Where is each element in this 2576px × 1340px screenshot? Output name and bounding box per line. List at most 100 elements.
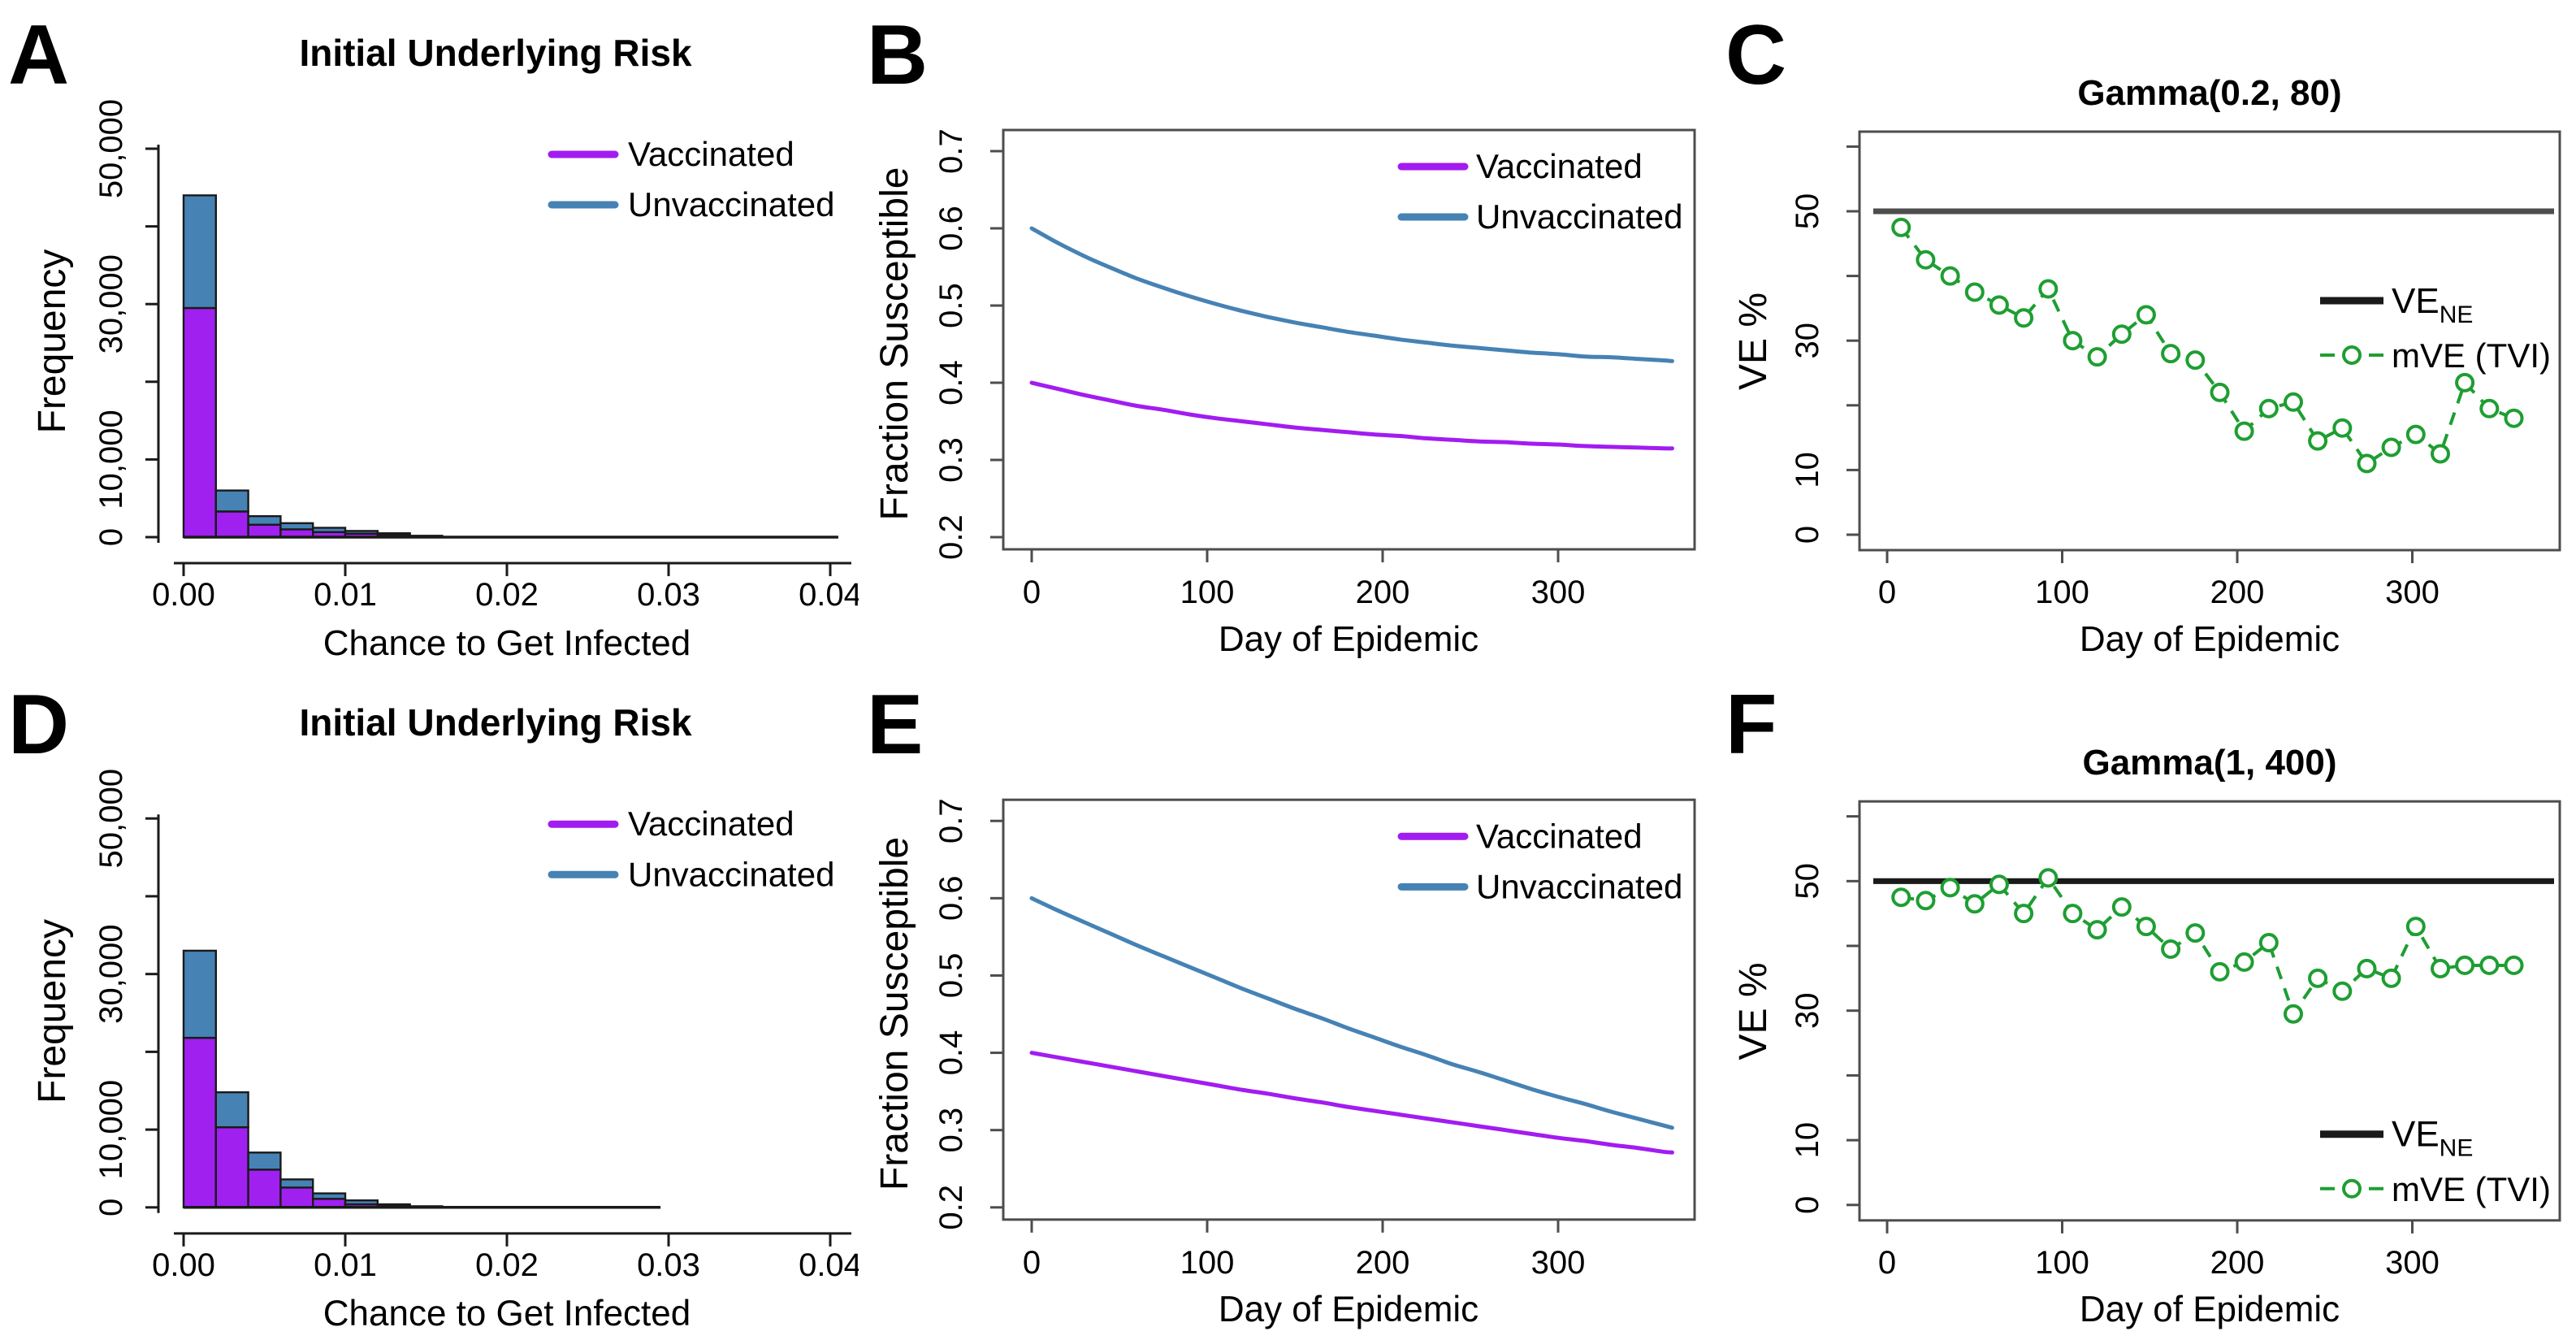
legend-label: Vaccinated — [628, 804, 794, 843]
mve-data-point — [1916, 249, 1936, 270]
panel-b-susceptible-lines: B 0.2 0.3 0.4 0.5 0.6 0.7 Fraction Susceptible… — [859, 0, 1717, 670]
x-tick-label: 0.04 — [799, 1247, 859, 1283]
legend-circle-icon — [2342, 1178, 2362, 1199]
y-axis-label: Fraction Susceptible — [873, 167, 916, 521]
y-tick-label: 10,000 — [93, 410, 129, 509]
mve-data-point — [2234, 421, 2254, 441]
y-tick-label: 0.5 — [933, 283, 969, 328]
panel-letter: F — [1725, 678, 1777, 772]
x-axis-label: Chance to Get Infected — [323, 1294, 691, 1333]
legend-label: Vaccinated — [1476, 147, 1643, 185]
y-axis-label: VE % — [1732, 293, 1775, 390]
x-tick-label: 100 — [2035, 575, 2089, 610]
legend-label-mve: mVE (TVI) — [2392, 336, 2551, 375]
mve-data-point — [1916, 891, 1936, 911]
y-tick-label: 0.7 — [933, 798, 969, 843]
mve-data-point — [1964, 282, 1985, 302]
histogram-plot: 0 10,000 30,000 50,000 Frequency 0.00 0.01 0.02… — [31, 769, 859, 1333]
y-axis-label: Frequency — [31, 249, 74, 434]
x-tick-label: 0.03 — [637, 577, 700, 613]
x-tick-label: 200 — [2210, 575, 2265, 610]
x-axis-label: Chance to Get Infected — [323, 623, 691, 663]
x-tick-label: 0.00 — [152, 577, 215, 613]
mve-data-point — [2284, 1004, 2303, 1024]
x-tick-label: 100 — [1180, 575, 1235, 610]
mve-data-point — [2357, 958, 2377, 978]
legend-label: Unvaccinated — [1476, 197, 1682, 236]
hist-bar-vaccinated — [214, 1125, 249, 1209]
y-tick-label: 50,000 — [93, 769, 129, 868]
legend-label: Unvaccinated — [628, 185, 834, 223]
x-tick-label: 0.03 — [637, 1247, 700, 1283]
line-plot: 0.2 0.3 0.4 0.5 0.6 0.7 Fraction Susceptible 0 1… — [873, 798, 1696, 1329]
panel-c-ve-plot: C Gamma(0.2, 80) 0 10 30 50 VE % 0 100 200 300 Da… — [1717, 0, 2576, 670]
panel-title: Gamma(1, 400) — [2082, 743, 2337, 783]
mve-line — [1900, 874, 2514, 1018]
legend-label-mve: mVE (TVI) — [2392, 1170, 2551, 1208]
hist-bar-vaccinated — [247, 523, 282, 539]
x-tick-label: 300 — [2385, 1245, 2440, 1281]
x-tick-label: 100 — [2035, 1245, 2089, 1281]
mve-data-point — [2504, 408, 2524, 428]
x-axis-label: Day of Epidemic — [2080, 1290, 2340, 1329]
hist-bar-vaccinated — [182, 306, 217, 539]
y-tick-label: 30 — [1790, 992, 1825, 1029]
hist-bar-unvaccinated — [247, 515, 282, 526]
panel-letter: D — [8, 678, 70, 772]
x-axis-label: Day of Epidemic — [2080, 619, 2340, 659]
y-tick-label: 0.2 — [933, 514, 969, 560]
hist-bar-vaccinated — [247, 1169, 282, 1209]
mve-data-point — [2405, 424, 2426, 444]
legend-label-vene: VENE — [2392, 1115, 2473, 1162]
y-axis-label: VE % — [1732, 962, 1775, 1060]
x-tick-label: 0.04 — [799, 577, 859, 613]
ve-plot: 0 10 30 50 VE % 0 100 200 300 Day of Epidemic VENE… — [1732, 800, 2561, 1329]
mve-data-point — [2308, 431, 2328, 451]
mve-data-point — [2014, 308, 2034, 328]
mve-data-point — [2479, 955, 2500, 975]
panel-title: Initial Underlying Risk — [299, 32, 692, 74]
x-tick-label: 300 — [2385, 575, 2440, 610]
x-tick-label: 0 — [1023, 575, 1041, 610]
mve-data-point — [2234, 952, 2254, 972]
legend-label: Vaccinated — [1476, 817, 1643, 855]
mve-data-point — [2136, 917, 2156, 937]
panel-f-ve-plot: F Gamma(1, 400) 0 10 30 50 VE % 0 100 200 300 Day… — [1717, 670, 2576, 1340]
legend-label: Vaccinated — [628, 135, 794, 173]
mve-data-point — [2431, 958, 2450, 978]
hist-bar-unvaccinated — [376, 532, 411, 536]
x-tick-label: 0.02 — [475, 1247, 539, 1283]
y-axis-label: Fraction Susceptible — [873, 837, 916, 1190]
y-tick-label: 0 — [1790, 526, 1825, 544]
y-tick-label: 10 — [1790, 1122, 1825, 1159]
legend-label: Unvaccinated — [1476, 867, 1682, 905]
x-tick-label: 0.00 — [152, 1247, 215, 1283]
mve-data-point — [2063, 331, 2083, 351]
mve-data-point — [2479, 398, 2500, 418]
panel-letter: E — [867, 678, 924, 772]
mve-data-point — [2405, 917, 2426, 937]
y-tick-label: 0 — [1790, 1196, 1825, 1214]
mve-data-point — [2063, 904, 2083, 924]
x-tick-label: 0.01 — [314, 1247, 377, 1283]
hist-bar-unvaccinated — [214, 489, 249, 513]
x-tick-label: 200 — [2210, 1245, 2265, 1281]
mve-data-point — [2381, 968, 2401, 988]
mve-data-point — [2014, 904, 2034, 924]
panel-letter: A — [8, 8, 70, 102]
hist-bar-unvaccinated — [214, 1091, 249, 1129]
y-tick-label: 50 — [1790, 863, 1825, 900]
mve-data-point — [2087, 347, 2107, 367]
y-tick-label: 0.6 — [933, 206, 969, 251]
x-tick-label: 0 — [1878, 1245, 1896, 1281]
mve-data-point — [2185, 923, 2206, 943]
legend-circle-icon — [2342, 345, 2362, 365]
y-tick-label: 0.3 — [933, 1108, 969, 1153]
y-tick-label: 10,000 — [93, 1080, 129, 1179]
mve-data-point — [1964, 894, 1985, 914]
y-tick-label: 0.7 — [933, 128, 969, 174]
hist-bar-unvaccinated — [182, 194, 217, 310]
y-tick-label: 30 — [1790, 323, 1825, 359]
y-tick-label: 0.4 — [933, 360, 969, 405]
curve-vaccinated — [1029, 1051, 1674, 1155]
